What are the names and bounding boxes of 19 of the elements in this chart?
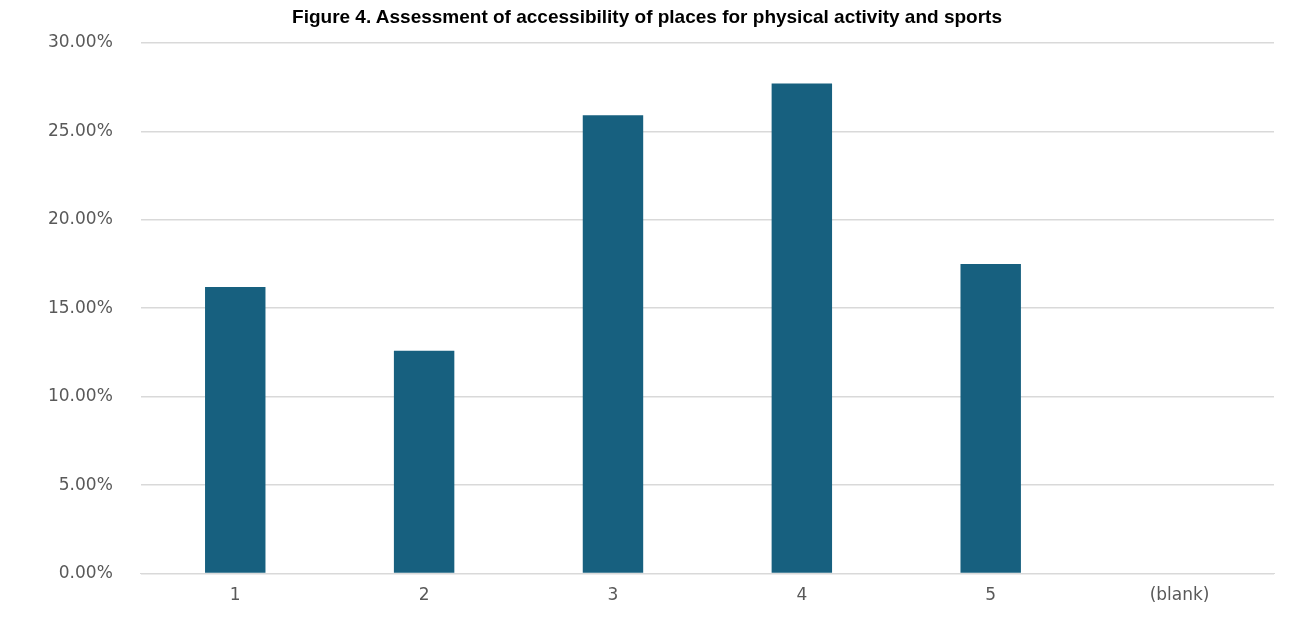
bar [960,263,1021,573]
y-tick-label: 10.00% [47,385,113,406]
y-tick-label: 25.00% [47,119,113,140]
bar [582,115,644,573]
x-tick-label: 5 [985,584,997,605]
bar [393,350,455,573]
x-tick-label: 2 [418,584,430,605]
y-tick-label: 20.00% [47,208,113,229]
x-tick-label: (blank) [1149,584,1210,605]
y-tick-label: 15.00% [47,296,113,317]
x-tick-label: 1 [229,584,241,605]
x-tick-label: 3 [607,584,619,605]
x-tick-label: 4 [796,584,808,605]
bar [771,83,833,573]
y-tick-label: 30.00% [47,31,113,52]
y-tick-label: 0.00% [58,562,113,583]
bar [205,286,266,573]
y-tick-label: 5.00% [58,473,113,494]
chart-title: Figure 4. Assessment of accessibility of places for physical activity and sports [292,5,1002,27]
